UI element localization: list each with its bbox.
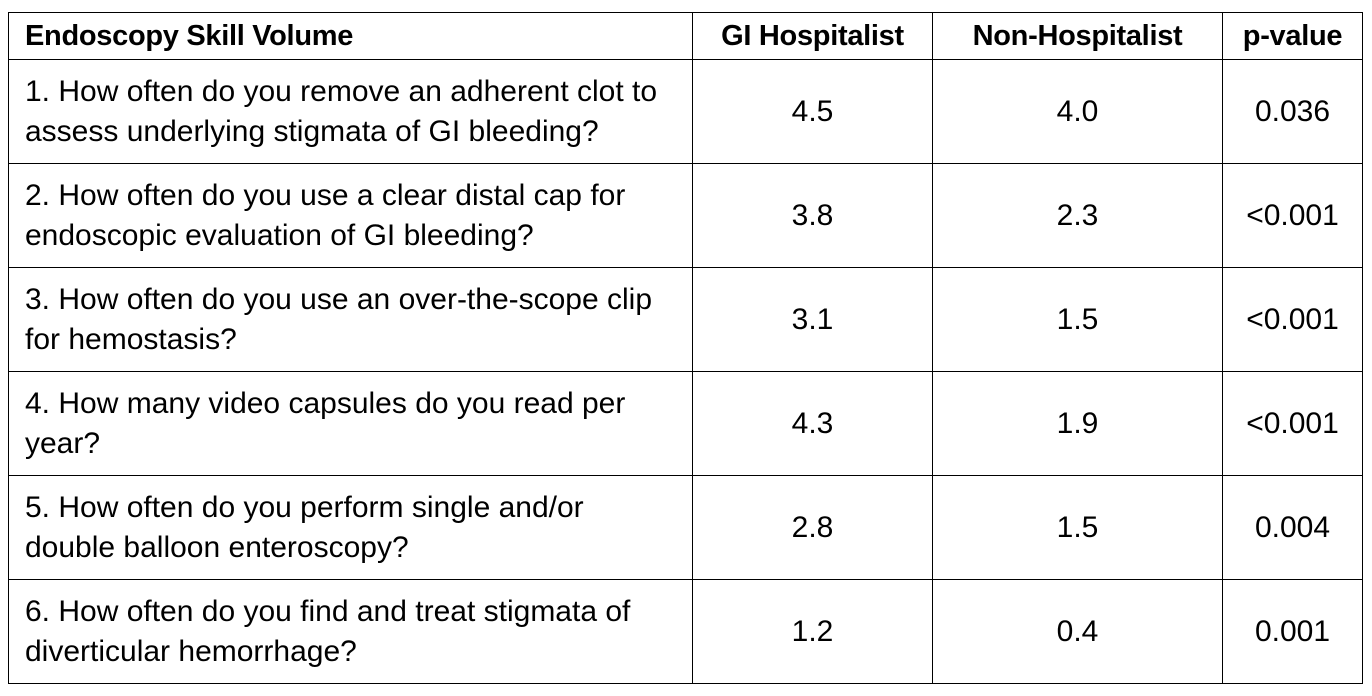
p-value-cell: <0.001 — [1222, 163, 1363, 268]
table-row: 6. How often do you find and treat stigm… — [8, 579, 1363, 684]
table-row: 5. How often do you perform single and/o… — [8, 475, 1363, 580]
non-hospitalist-cell: 1.5 — [932, 267, 1223, 372]
table-row: 1. How often do you remove an adherent c… — [8, 59, 1363, 164]
gi-hospitalist-cell: 2.8 — [692, 475, 933, 580]
gi-hospitalist-cell: 4.5 — [692, 59, 933, 164]
non-hospitalist-cell: 1.5 — [932, 475, 1223, 580]
p-value-cell: <0.001 — [1222, 267, 1363, 372]
table-row: 2. How often do you use a clear distal c… — [8, 163, 1363, 268]
non-hospitalist-cell: 0.4 — [932, 579, 1223, 684]
header-gi-hospitalist: GI Hospitalist — [692, 12, 933, 60]
question-cell: 5. How often do you perform single and/o… — [8, 475, 693, 580]
non-hospitalist-cell: 4.0 — [932, 59, 1223, 164]
p-value-cell: <0.001 — [1222, 371, 1363, 476]
table-row: 4. How many video capsules do you read p… — [8, 371, 1363, 476]
table-row: 3. How often do you use an over-the-scop… — [8, 267, 1363, 372]
gi-hospitalist-cell: 1.2 — [692, 579, 933, 684]
gi-hospitalist-cell: 3.8 — [692, 163, 933, 268]
question-cell: 2. How often do you use a clear distal c… — [8, 163, 693, 268]
question-cell: 3. How often do you use an over-the-scop… — [8, 267, 693, 372]
p-value-cell: 0.004 — [1222, 475, 1363, 580]
non-hospitalist-cell: 2.3 — [932, 163, 1223, 268]
question-cell: 1. How often do you remove an adherent c… — [8, 59, 693, 164]
header-non-hospitalist: Non-Hospitalist — [932, 12, 1223, 60]
p-value-cell: 0.001 — [1222, 579, 1363, 684]
question-cell: 4. How many video capsules do you read p… — [8, 371, 693, 476]
header-endoscopy-skill-volume: Endoscopy Skill Volume — [8, 12, 693, 60]
non-hospitalist-cell: 1.9 — [932, 371, 1223, 476]
header-row: Endoscopy Skill Volume GI Hospitalist No… — [8, 12, 1363, 60]
header-p-value: p-value — [1222, 12, 1363, 60]
gi-hospitalist-cell: 4.3 — [692, 371, 933, 476]
endoscopy-skill-table: Endoscopy Skill Volume GI Hospitalist No… — [8, 12, 1363, 684]
p-value-cell: 0.036 — [1222, 59, 1363, 164]
gi-hospitalist-cell: 3.1 — [692, 267, 933, 372]
question-cell: 6. How often do you find and treat stigm… — [8, 579, 693, 684]
